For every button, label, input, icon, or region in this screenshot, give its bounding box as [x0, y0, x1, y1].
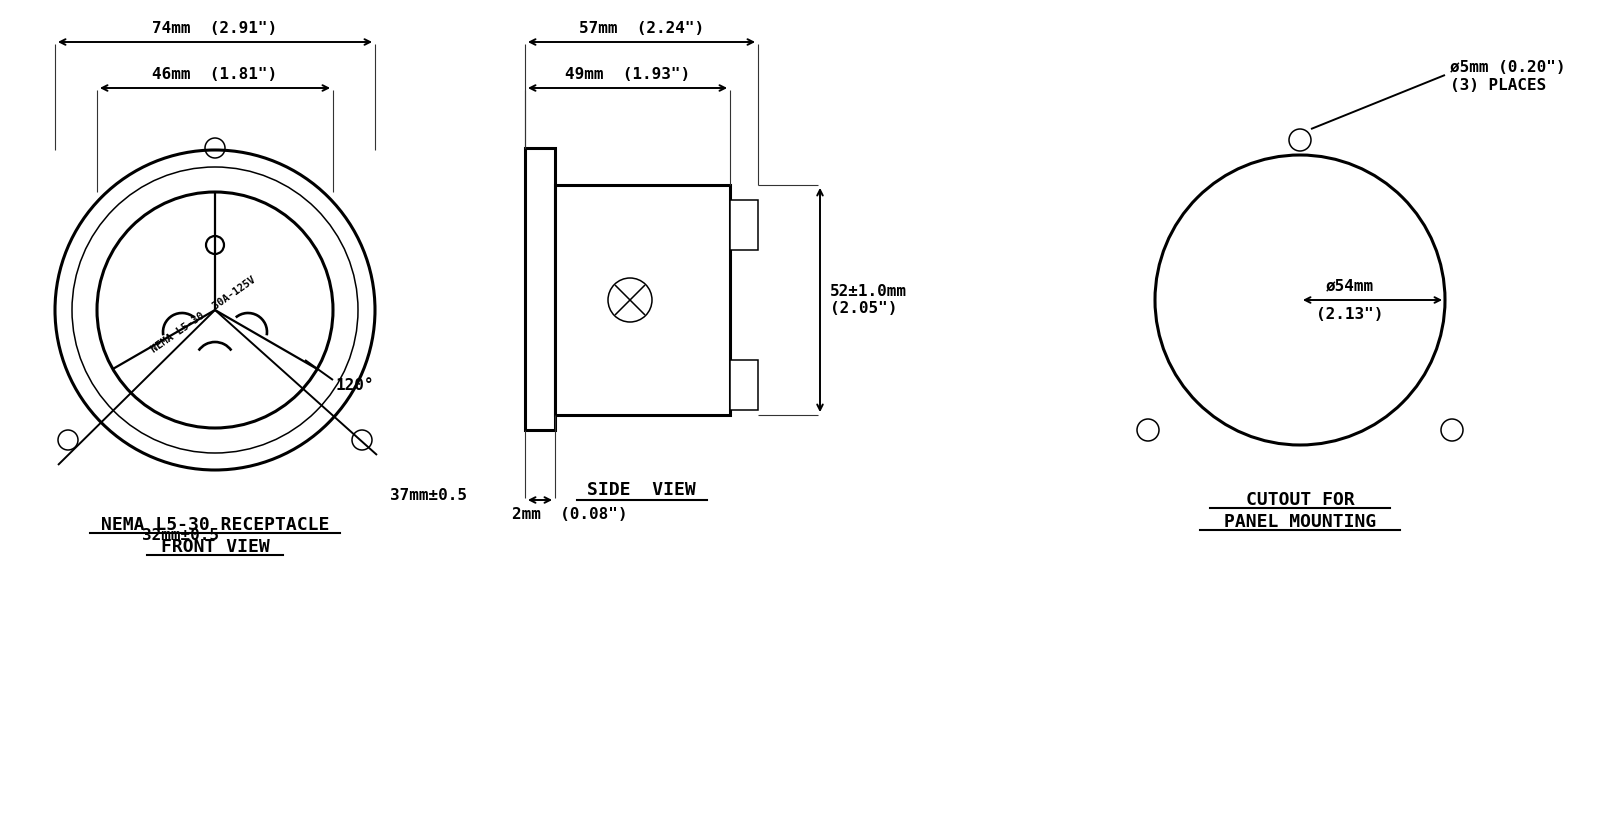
Text: 49mm  (1.93"): 49mm (1.93") [565, 67, 690, 81]
Text: FRONT VIEW: FRONT VIEW [160, 538, 269, 556]
Bar [555, 185, 730, 415]
Text: (2.13"): (2.13") [1317, 306, 1384, 322]
Text: 57mm  (2.24"): 57mm (2.24") [579, 21, 704, 35]
Text: 32mm±0.5: 32mm±0.5 [141, 528, 219, 543]
Text: SIDE  VIEW: SIDE VIEW [587, 481, 696, 499]
Text: NEMA L5-30 RECEPTACLE: NEMA L5-30 RECEPTACLE [101, 516, 330, 534]
Text: 46mm  (1.81"): 46mm (1.81") [152, 67, 277, 81]
Text: NEMA L5-30  30A-125V: NEMA L5-30 30A-125V [149, 275, 258, 355]
Text: ø5mm (0.20"): ø5mm (0.20") [1450, 59, 1565, 75]
Bar [730, 360, 758, 410]
Text: 37mm±0.5: 37mm±0.5 [390, 488, 467, 502]
Bar [730, 200, 758, 250]
Bar [525, 148, 555, 430]
Text: 74mm  (2.91"): 74mm (2.91") [152, 21, 277, 35]
Text: 2mm  (0.08"): 2mm (0.08") [512, 507, 627, 521]
Text: ø54mm: ø54mm [1326, 278, 1374, 293]
Text: 120°: 120° [334, 378, 373, 392]
Text: CUTOUT FOR: CUTOUT FOR [1246, 491, 1354, 509]
Text: (3) PLACES: (3) PLACES [1450, 77, 1546, 93]
Text: PANEL MOUNTING: PANEL MOUNTING [1224, 513, 1376, 531]
Text: 52±1.0mm
(2.05"): 52±1.0mm (2.05") [830, 284, 907, 316]
